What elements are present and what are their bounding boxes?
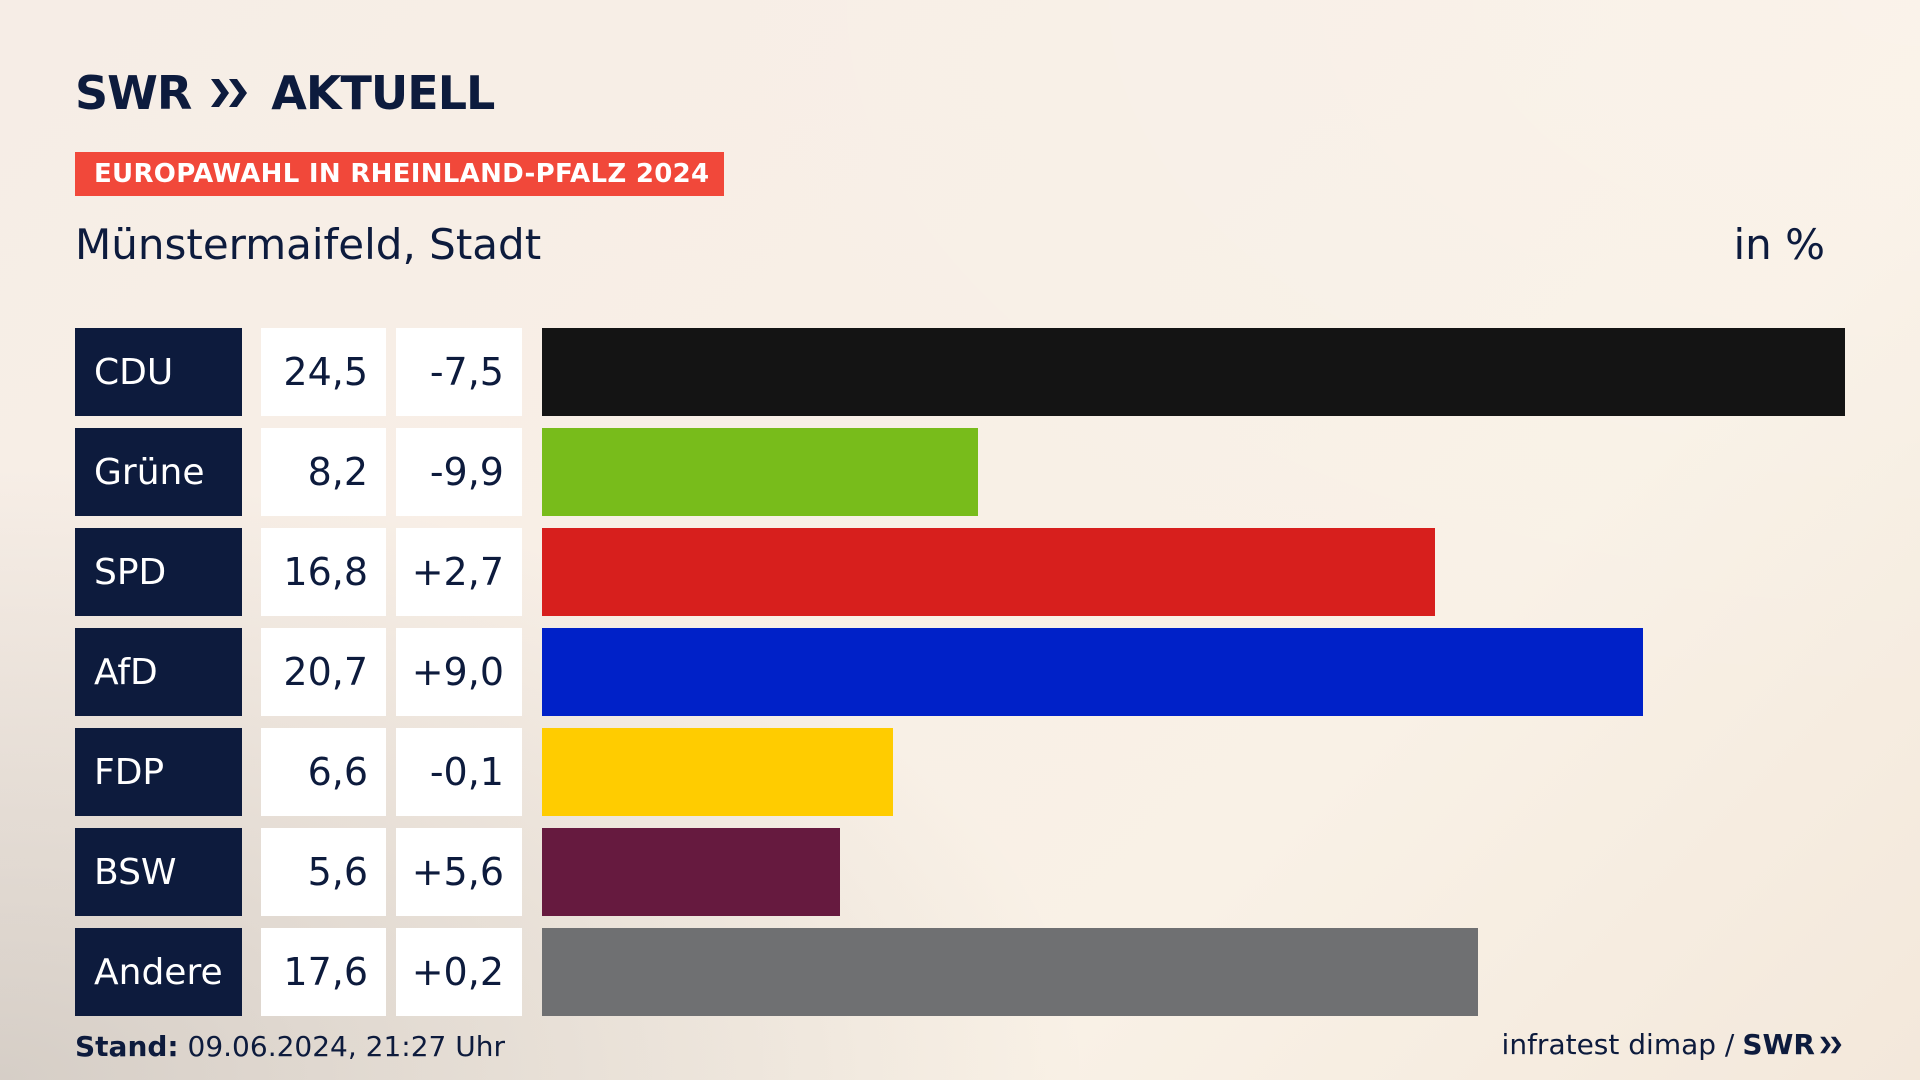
party-label: SPD bbox=[75, 528, 242, 616]
election-banner: EUROPAWAHL IN RHEINLAND-PFALZ 2024 bbox=[75, 152, 724, 196]
result-row: BSW 5,6 +5,6 bbox=[75, 828, 1845, 916]
party-label: Grüne bbox=[75, 428, 242, 516]
vote-share-value: 6,6 bbox=[261, 728, 386, 816]
swr-chevrons-icon bbox=[1820, 1036, 1842, 1053]
party-label: FDP bbox=[75, 728, 242, 816]
vote-share-change: -9,9 bbox=[396, 428, 522, 516]
stand-label: Stand: bbox=[75, 1030, 179, 1063]
vote-share-value: 24,5 bbox=[261, 328, 386, 416]
swr-brand: SWR bbox=[1742, 1028, 1845, 1061]
party-label: BSW bbox=[75, 828, 242, 916]
result-row: Grüne 8,2 -9,9 bbox=[75, 428, 1845, 516]
source-credit: infratest dimap / SWR bbox=[1502, 1028, 1845, 1061]
logo-aktuell-text: AKTUELL bbox=[271, 66, 495, 120]
vote-share-change: +9,0 bbox=[396, 628, 522, 716]
logo-chevrons-icon bbox=[211, 79, 248, 107]
chart-subtitle: Münstermaifeld, Stadt bbox=[75, 220, 542, 269]
logo-swr-text: SWR bbox=[75, 66, 192, 120]
party-label: AfD bbox=[75, 628, 242, 716]
result-bar bbox=[542, 428, 978, 516]
swr-brand-text: SWR bbox=[1742, 1028, 1815, 1061]
vote-share-value: 5,6 bbox=[261, 828, 386, 916]
result-row: CDU 24,5 -7,5 bbox=[75, 328, 1845, 416]
timestamp: Stand: 09.06.2024, 21:27 Uhr bbox=[75, 1030, 505, 1063]
result-bar bbox=[542, 828, 840, 916]
result-row: AfD 20,7 +9,0 bbox=[75, 628, 1845, 716]
vote-share-value: 17,6 bbox=[261, 928, 386, 1016]
vote-share-value: 8,2 bbox=[261, 428, 386, 516]
result-bar bbox=[542, 628, 1643, 716]
result-bar bbox=[542, 528, 1435, 616]
result-bar bbox=[542, 328, 1845, 416]
stand-value: 09.06.2024, 21:27 Uhr bbox=[187, 1030, 505, 1063]
result-bar bbox=[542, 728, 893, 816]
vote-share-value: 20,7 bbox=[261, 628, 386, 716]
source-text: infratest dimap / bbox=[1501, 1028, 1735, 1061]
result-row: FDP 6,6 -0,1 bbox=[75, 728, 1845, 816]
vote-share-change: -7,5 bbox=[396, 328, 522, 416]
result-row: SPD 16,8 +2,7 bbox=[75, 528, 1845, 616]
vote-share-change: +0,2 bbox=[396, 928, 522, 1016]
unit-label: in % bbox=[1733, 220, 1825, 269]
vote-share-change: +5,6 bbox=[396, 828, 522, 916]
result-bar bbox=[542, 928, 1478, 1016]
party-label: Andere bbox=[75, 928, 242, 1016]
vote-share-value: 16,8 bbox=[261, 528, 386, 616]
swr-aktuell-logo: SWR AKTUELL bbox=[75, 66, 495, 120]
vote-share-change: +2,7 bbox=[396, 528, 522, 616]
result-row: Andere 17,6 +0,2 bbox=[75, 928, 1845, 1016]
party-label: CDU bbox=[75, 328, 242, 416]
vote-share-change: -0,1 bbox=[396, 728, 522, 816]
